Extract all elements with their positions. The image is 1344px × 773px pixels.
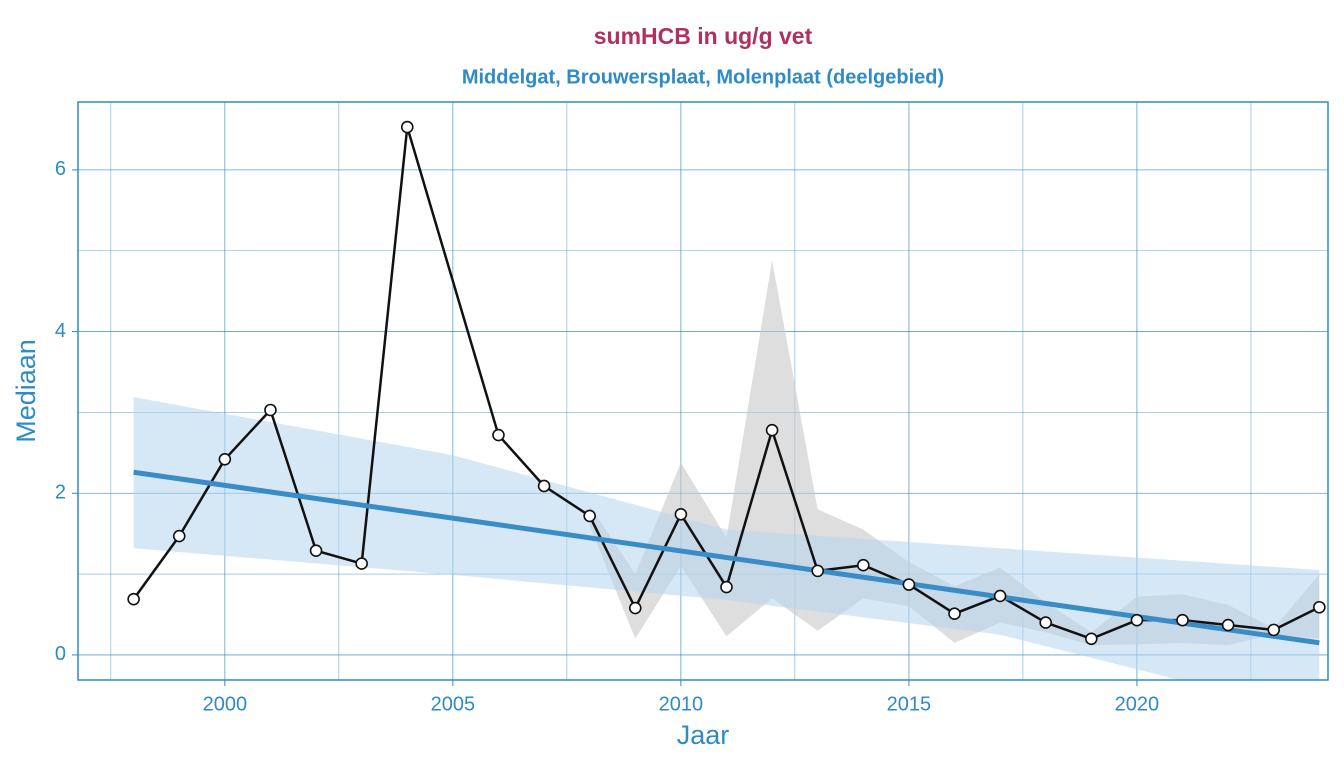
data-point — [492, 428, 505, 442]
x-tick-label: 2020 — [1115, 693, 1160, 715]
plot-frame — [77, 101, 1329, 681]
data-point — [1176, 613, 1189, 627]
y-tick-label: 6 — [55, 158, 66, 180]
chart-subtitle: Middelgat, Brouwersplaat, Molenplaat (de… — [462, 66, 944, 88]
y-tick-label: 4 — [55, 320, 66, 342]
y-tick-label: 2 — [55, 482, 66, 504]
data-point — [264, 403, 277, 417]
data-point — [993, 589, 1007, 603]
data-point — [355, 557, 368, 570]
x-tick-label: 2015 — [887, 693, 932, 715]
x-tick-label: 2010 — [659, 693, 704, 715]
trend-line — [133, 469, 1320, 646]
data-point — [1221, 618, 1235, 632]
x-tick-label: 2000 — [203, 693, 248, 715]
data-point — [856, 558, 870, 572]
data-point — [720, 580, 733, 594]
data-point — [537, 479, 551, 493]
data-point — [400, 120, 414, 134]
chart-title: sumHCB in ug/g vet — [594, 23, 813, 49]
data-point — [628, 601, 642, 615]
y-axis-title: Mediaan — [11, 339, 41, 443]
data-point — [765, 423, 779, 437]
data-line — [132, 125, 1320, 641]
data-point — [1085, 632, 1098, 646]
data-point — [811, 564, 824, 578]
data-point — [1267, 623, 1281, 637]
data-point — [1130, 613, 1144, 627]
data-point — [674, 507, 688, 521]
data-point — [902, 578, 916, 591]
x-axis-title: Jaar — [677, 720, 730, 750]
x-tick-label: 2005 — [431, 693, 476, 715]
data-point — [1039, 616, 1053, 629]
data-point — [583, 509, 596, 523]
plot-area — [78, 102, 1328, 680]
y-tick-label: 0 — [55, 643, 66, 665]
data-point — [948, 607, 961, 621]
axes: 2000 2005 2010 2015 2020 0 2 4 6 — [55, 101, 1329, 715]
data-point — [1313, 600, 1326, 614]
data-point — [309, 544, 323, 557]
data-point — [127, 592, 140, 606]
data-point — [218, 453, 232, 466]
data-point — [172, 529, 186, 543]
